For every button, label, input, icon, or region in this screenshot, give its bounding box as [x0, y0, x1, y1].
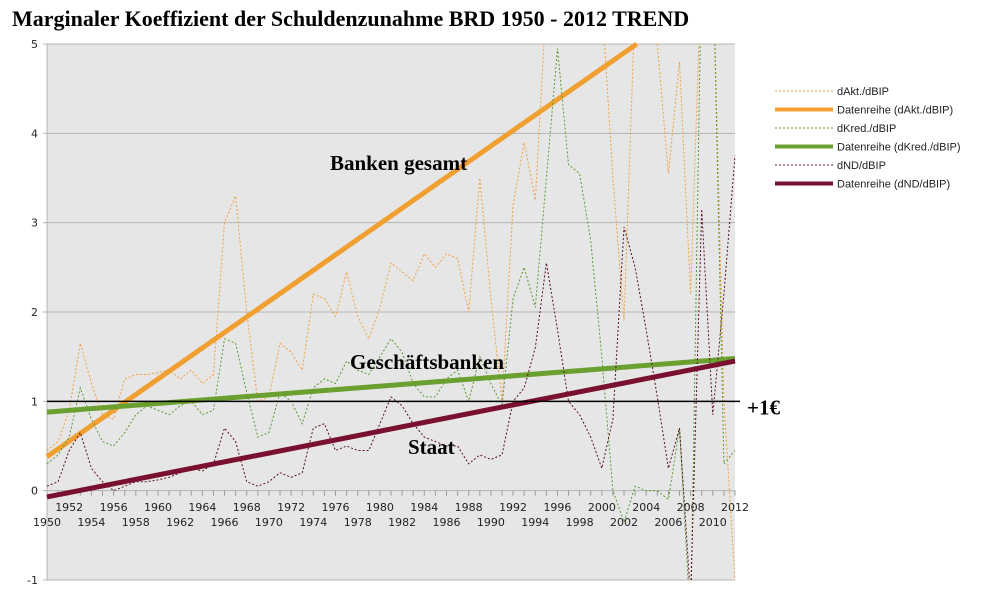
x-tick-label: 1966: [211, 516, 239, 529]
annotation-staat: Staat: [408, 435, 455, 459]
x-tick-label: 1950: [33, 516, 61, 529]
x-tick-label: 1984: [410, 501, 438, 514]
legend-label: dAkt./dBIP: [837, 86, 889, 98]
x-tick-label: 1976: [322, 501, 350, 514]
x-tick-label: 1978: [344, 516, 372, 529]
x-tick-label: 1952: [55, 501, 83, 514]
y-tick-label: 4: [31, 127, 38, 140]
x-tick-label: 2012: [721, 501, 749, 514]
trend-line: [45, 41, 639, 459]
annotation-banken-gesamt: Banken gesamt: [330, 151, 467, 175]
series-line-daktdbip: [46, 43, 736, 581]
y-tick-label: 1: [31, 395, 38, 408]
y-tick-label: 2: [31, 306, 38, 319]
x-tick-label: 2008: [677, 501, 705, 514]
reference-label: +1€: [747, 395, 780, 419]
x-tick-label: 1996: [543, 501, 571, 514]
x-tick-label: 1988: [455, 501, 483, 514]
y-tick-label: 0: [31, 485, 38, 498]
x-tick-label: 1972: [277, 501, 305, 514]
x-tick-label: 1982: [388, 516, 416, 529]
y-tick-label: 3: [31, 217, 38, 230]
annotation-geschaeftsbanken: Geschäftsbanken: [350, 350, 504, 374]
x-tick-label: 1990: [477, 516, 505, 529]
x-tick-label: 1954: [77, 516, 105, 529]
legend-label: dND/dBIP: [837, 160, 886, 172]
x-tick-label: 2006: [654, 516, 682, 529]
x-tick-label: 2000: [588, 501, 616, 514]
x-tick-label: 1994: [521, 516, 549, 529]
x-tick-label: 2004: [632, 501, 660, 514]
x-tick-label: 1962: [166, 516, 194, 529]
x-tick-label: 1960: [144, 501, 172, 514]
legend-label: dKred./dBIP: [837, 123, 896, 135]
x-tick-label: 1992: [499, 501, 527, 514]
x-tick-label: 1980: [366, 501, 394, 514]
x-tick-label: 1964: [188, 501, 216, 514]
x-tick-label: 1970: [255, 516, 283, 529]
x-tick-label: 2010: [699, 516, 727, 529]
x-tick-label: 1986: [432, 516, 460, 529]
series-line-dkreddbip: [46, 43, 736, 581]
x-tick-label: 1998: [566, 516, 594, 529]
y-tick-label: 5: [31, 38, 38, 51]
series-line-dnddbip: [46, 155, 736, 581]
y-tick-label: -1: [27, 574, 38, 587]
x-tick-label: 1974: [299, 516, 327, 529]
legend-label: Datenreihe (dAkt./dBIP): [837, 105, 953, 117]
trend-line: [46, 356, 736, 415]
x-tick-label: 2002: [610, 516, 638, 529]
x-tick-label: 1958: [122, 516, 150, 529]
legend-label: Datenreihe (dND/dBIP): [837, 179, 950, 191]
chart-title: Marginaler Koeffizient der Schuldenzunah…: [12, 6, 690, 31]
trend-line: [46, 358, 736, 500]
x-tick-label: 1956: [100, 501, 128, 514]
x-tick-label: 1968: [233, 501, 261, 514]
legend-label: Datenreihe (dKred./dBIP): [837, 142, 961, 154]
